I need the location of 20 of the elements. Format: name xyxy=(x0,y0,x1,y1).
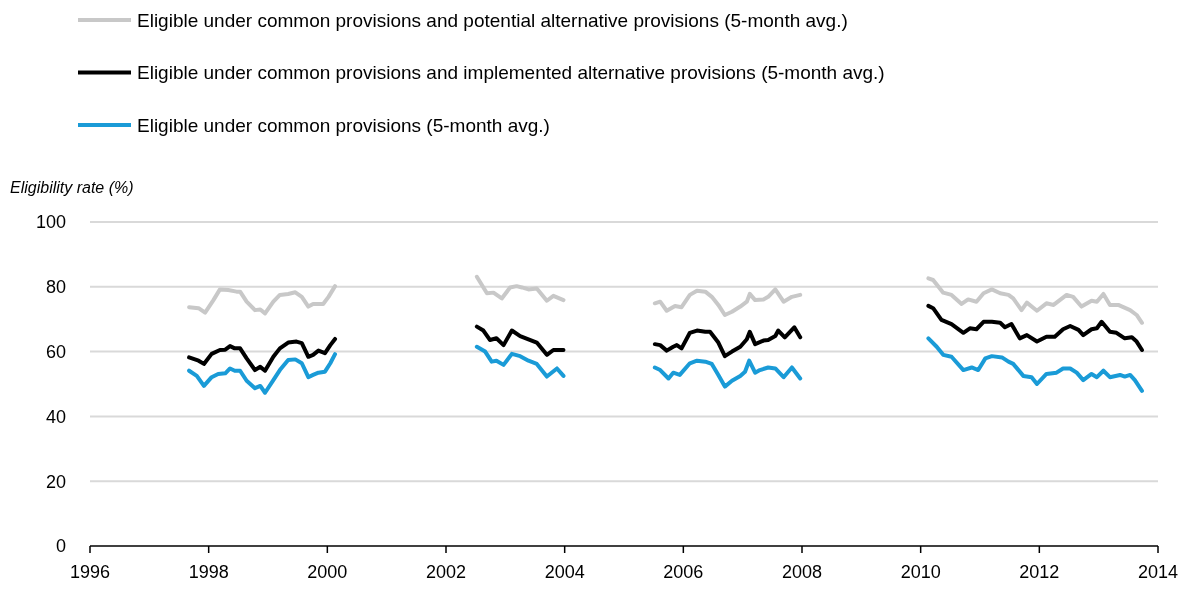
legend-label: Eligible under common provisions and potential alternative provisions (5-month avg.) xyxy=(137,9,848,31)
x-tick-label: 1996 xyxy=(69,562,111,582)
x-tick-label: 1998 xyxy=(188,562,229,582)
y-tick-label: 0 xyxy=(55,536,66,557)
x-tick-label: 2006 xyxy=(663,562,704,582)
x-tick-label: 2004 xyxy=(544,562,585,582)
x-tick-label: 2002 xyxy=(425,562,467,582)
y-tick-label: 20 xyxy=(45,471,66,492)
y-tick-label: 100 xyxy=(35,212,66,233)
legend-label: Eligible under common provisions and implemented alternative provisions (5-month avg.) xyxy=(137,62,885,84)
x-tick-label: 2012 xyxy=(1019,562,1060,582)
y-tick-label: 60 xyxy=(45,341,66,362)
x-tick-label: 2014 xyxy=(1137,562,1179,582)
x-tick-label: 2000 xyxy=(307,562,348,582)
y-tick-label: 80 xyxy=(45,277,66,298)
legend-label: Eligible under common provisions (5-month avg.) xyxy=(137,114,550,136)
y-tick-label: 40 xyxy=(45,406,66,427)
y-axis-title: Eligibility rate (%) xyxy=(10,179,134,196)
x-tick-label: 2008 xyxy=(781,562,823,582)
x-tick-label: 2010 xyxy=(900,562,941,582)
